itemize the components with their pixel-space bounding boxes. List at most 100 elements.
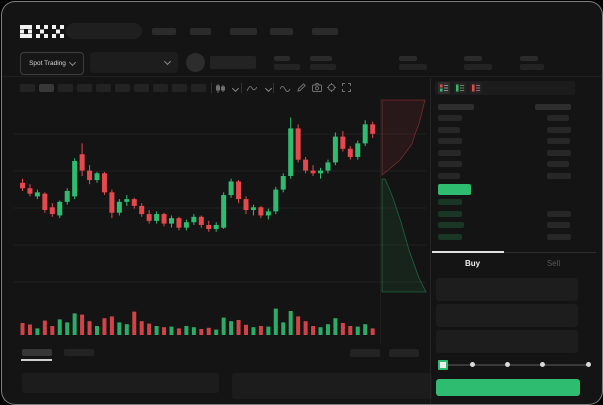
interval-button[interactable] (115, 84, 130, 92)
stat-label-placeholder (310, 56, 332, 61)
slider-stop-dot[interactable] (469, 362, 475, 367)
interval-button[interactable] (191, 84, 206, 92)
ask-row-placeholder (547, 115, 569, 121)
stat-label-placeholder (520, 56, 538, 61)
interval-button-active[interactable] (39, 84, 54, 92)
orders-panel-placeholder (22, 373, 219, 393)
fullscreen-icon[interactable] (342, 83, 351, 92)
ask-row-placeholder (438, 173, 460, 179)
tab-sell[interactable]: Sell (546, 259, 561, 268)
nav-item-placeholder[interactable] (230, 28, 257, 35)
nav-item-placeholder[interactable] (270, 28, 293, 35)
buy-submit-button[interactable] (436, 379, 580, 396)
depth-chart (381, 99, 427, 293)
ask-row-placeholder (547, 138, 570, 145)
amount-input[interactable] (436, 304, 578, 327)
interval-button[interactable] (77, 84, 92, 92)
global-search-input[interactable] (66, 23, 142, 39)
toolbar-divider (211, 83, 212, 93)
bid-row-placeholder (547, 210, 571, 217)
slider-stop-dot[interactable] (539, 362, 545, 367)
toolbar-divider (273, 83, 274, 93)
ask-row-placeholder (438, 138, 462, 145)
slider-track[interactable] (440, 364, 590, 366)
active-tab-underline (21, 359, 52, 361)
stat-value-placeholder (399, 64, 427, 70)
bid-row-placeholder (438, 199, 462, 205)
interval-button[interactable] (58, 84, 73, 92)
ask-row-placeholder (438, 115, 462, 121)
panel-divider (430, 78, 431, 404)
okx-logo (20, 25, 64, 38)
bid-row-placeholder (438, 222, 464, 229)
stat-value-placeholder (520, 64, 544, 70)
top-nav-bar (2, 2, 602, 47)
orderbook-header-placeholder (535, 104, 571, 110)
tab-buy[interactable]: Buy (464, 259, 481, 268)
market-type-dropdown[interactable]: Spot Trading (20, 52, 84, 75)
ask-row-placeholder (547, 161, 569, 168)
toolbar-divider (241, 83, 242, 93)
chart-depth-divider (380, 98, 381, 344)
book-bids-icon[interactable] (454, 82, 466, 94)
nav-item-placeholder[interactable] (190, 28, 211, 35)
section-divider (2, 76, 602, 77)
ask-row-placeholder (547, 149, 571, 156)
bid-row-placeholder (438, 210, 462, 217)
pair-name-placeholder (210, 56, 256, 69)
pair-dropdown[interactable] (90, 52, 178, 73)
orderbook[interactable] (434, 98, 594, 248)
interval-button[interactable] (153, 84, 168, 92)
stat-value-placeholder (464, 64, 492, 70)
chart-bottom-tab[interactable] (64, 349, 94, 356)
amount-percent-slider[interactable] (436, 358, 594, 372)
total-input[interactable] (436, 330, 578, 353)
settings-gear-icon[interactable] (327, 83, 336, 92)
chart-type-icon[interactable] (216, 84, 225, 93)
ask-row-placeholder (547, 173, 571, 179)
last-price-bar (438, 184, 471, 195)
volume-bars (20, 308, 375, 335)
line-tool-icon[interactable] (280, 85, 291, 92)
chart-range-button[interactable] (350, 349, 380, 357)
stat-value-placeholder (274, 64, 300, 70)
tab-bar-line (432, 252, 596, 253)
chart-gridlines (14, 133, 426, 283)
price-input[interactable] (436, 278, 578, 301)
camera-snapshot-icon[interactable] (312, 83, 322, 92)
stat-label-placeholder (464, 56, 482, 61)
history-panel-placeholder (232, 373, 432, 399)
book-both-icon[interactable] (438, 82, 450, 94)
slider-handle[interactable] (438, 360, 448, 370)
slider-stop-dot[interactable] (504, 362, 510, 367)
stat-label-placeholder (274, 56, 290, 61)
ask-row-placeholder (438, 149, 461, 156)
ask-row-placeholder (438, 126, 460, 133)
nav-item-placeholder[interactable] (312, 28, 338, 35)
market-type-label: Spot Trading (29, 60, 66, 67)
interval-button[interactable] (96, 84, 111, 92)
slider-stop-dot[interactable] (585, 362, 591, 367)
bid-row-placeholder (547, 233, 571, 240)
buy-tab-active-underline (432, 251, 504, 253)
interval-button[interactable] (134, 84, 149, 92)
draw-pencil-icon[interactable] (297, 83, 306, 92)
nav-item-placeholder[interactable] (152, 28, 176, 35)
bid-row-placeholder (438, 233, 462, 240)
coin-avatar (186, 53, 205, 72)
interval-button[interactable] (20, 84, 35, 92)
chart-bottom-tab-active[interactable] (22, 349, 52, 356)
candles (20, 117, 376, 232)
chart-range-button[interactable] (389, 349, 419, 357)
stat-value-placeholder (310, 64, 336, 70)
book-asks-icon[interactable] (470, 82, 482, 94)
ask-row-placeholder (438, 161, 462, 168)
stat-label-placeholder (399, 56, 417, 61)
interval-button[interactable] (172, 84, 187, 92)
indicators-icon[interactable] (247, 84, 257, 93)
bid-row-placeholder (547, 222, 570, 229)
orderbook-header-placeholder (438, 104, 474, 110)
ask-row-placeholder (547, 126, 571, 133)
